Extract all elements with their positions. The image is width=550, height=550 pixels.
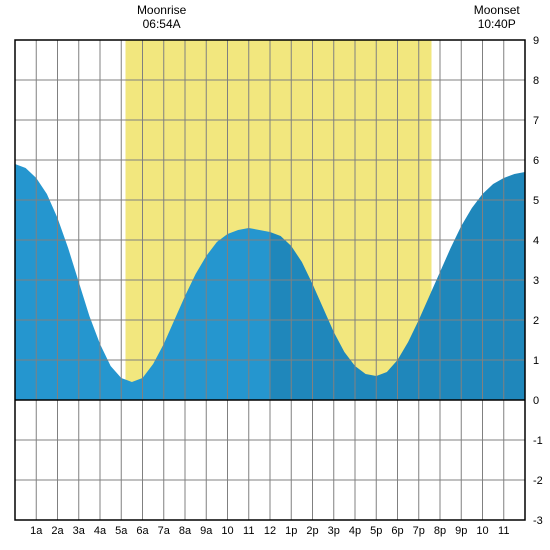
x-tick-label: 8a [179,525,192,537]
y-tick-label: -2 [533,475,543,487]
moonset-label: Moonset [474,3,521,17]
x-tick-label: 1a [30,525,43,537]
moonrise-time: 06:54A [143,17,181,31]
y-tick-label: 3 [533,275,539,287]
y-tick-label: -1 [533,435,543,447]
moonrise-label: Moonrise [137,3,187,17]
y-tick-label: 5 [533,195,539,207]
y-tick-label: 6 [533,155,539,167]
y-tick-label: 2 [533,315,539,327]
x-tick-label: 7p [413,525,425,537]
moonset-time: 10:40P [478,17,516,31]
x-tick-label: 5p [370,525,382,537]
x-tick-label: 4p [349,525,361,537]
x-tick-label: 10 [221,525,233,537]
x-tick-label: 9a [200,525,213,537]
x-tick-label: 4a [94,525,107,537]
y-tick-label: 1 [533,355,539,367]
x-tick-label: 3a [73,525,86,537]
x-tick-label: 12 [264,525,276,537]
x-tick-label: 6a [136,525,149,537]
x-tick-label: 11 [243,525,254,537]
x-tick-label: 2p [306,525,318,537]
tide-chart: -3-2-101234567891a2a3a4a5a6a7a8a9a101112… [0,0,550,550]
x-tick-label: 8p [434,525,446,537]
x-tick-label: 7a [158,525,171,537]
y-tick-label: 7 [533,115,539,127]
x-tick-label: 11 [498,525,509,537]
x-tick-label: 5a [115,525,128,537]
x-tick-label: 10 [476,525,488,537]
y-tick-label: 4 [533,235,539,247]
y-tick-label: -3 [533,515,543,527]
y-tick-label: 8 [533,75,539,87]
y-tick-label: 9 [533,35,539,47]
x-tick-label: 6p [391,525,403,537]
y-tick-label: 0 [533,395,539,407]
x-tick-label: 2a [51,525,64,537]
x-tick-label: 9p [455,525,467,537]
x-tick-label: 3p [328,525,340,537]
x-tick-label: 1p [285,525,297,537]
